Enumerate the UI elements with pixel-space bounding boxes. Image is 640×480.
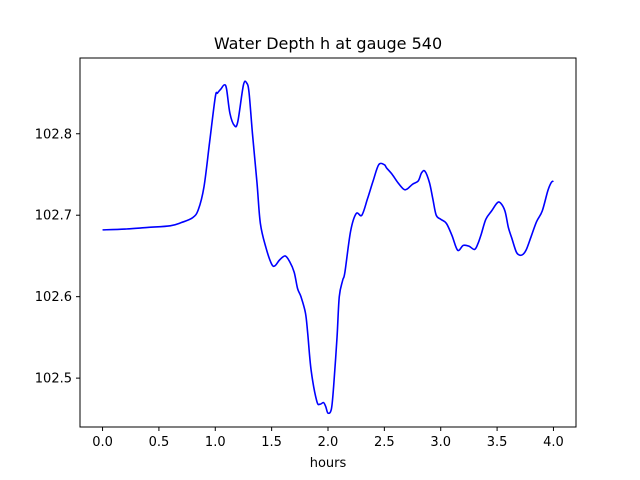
x-tick-label: 0.0 [92,435,113,450]
x-tick-label: 1.5 [261,435,282,450]
y-axis: 102.5 102.6 102.7 102.8 [35,127,80,387]
x-tick-label: 4.0 [543,435,564,450]
series-layer [102,80,554,415]
x-tick-label: 2.5 [374,435,395,450]
x-axis: 0.0 0.5 1.0 1.5 2.0 2.5 3.0 3.5 4.0 [92,427,564,450]
y-tick-label: 102.5 [35,372,72,387]
x-tick-label: 3.5 [487,435,508,450]
x-tick-label: 1.0 [205,435,226,450]
x-tick-label: 0.5 [149,435,170,450]
y-tick-label: 102.7 [35,209,72,224]
x-tick-label: 3.0 [430,435,451,450]
y-tick-label: 102.6 [35,290,72,305]
plot-area-frame [79,57,577,428]
x-axis-label: hours [310,456,347,471]
y-tick-label: 102.8 [35,127,72,142]
chart-title: Water Depth h at gauge 540 [214,34,442,53]
x-tick-label: 2.0 [318,435,339,450]
series-line [102,80,554,415]
